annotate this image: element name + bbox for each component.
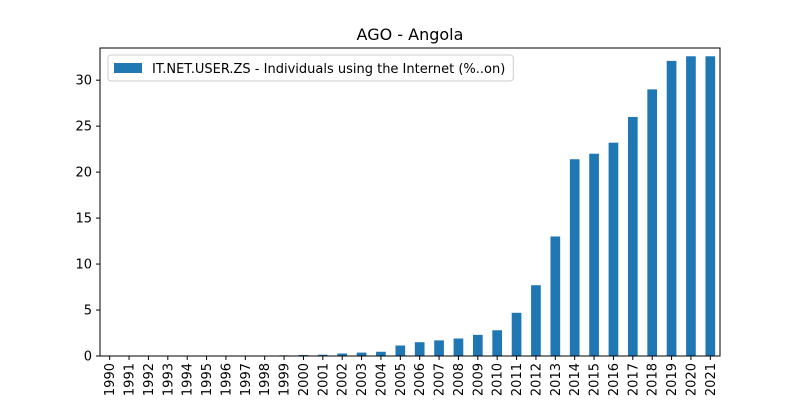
x-tick-label-2000: 2000 bbox=[297, 363, 312, 396]
bar-2008 bbox=[453, 338, 464, 356]
bar-2011 bbox=[511, 312, 522, 356]
x-tick-label-1993: 1993 bbox=[161, 363, 176, 396]
x-tick-label-2005: 2005 bbox=[394, 363, 409, 396]
x-tick-label-2001: 2001 bbox=[316, 363, 331, 396]
bar-2010 bbox=[492, 330, 503, 356]
bar-2018 bbox=[647, 89, 658, 357]
x-tick-label-1991: 1991 bbox=[123, 363, 138, 396]
y-tick-label-20: 20 bbox=[75, 166, 92, 181]
x-tick-label-2019: 2019 bbox=[665, 363, 680, 396]
y-tick-label-30: 30 bbox=[75, 74, 92, 89]
bar-2006 bbox=[414, 342, 425, 356]
x-tick-label-2008: 2008 bbox=[452, 363, 467, 396]
x-tick-label-2004: 2004 bbox=[374, 363, 389, 396]
x-tick-label-2011: 2011 bbox=[510, 363, 525, 396]
x-tick-label-2015: 2015 bbox=[588, 363, 603, 396]
y-tick-label-0: 0 bbox=[84, 350, 92, 365]
x-tick-label-2003: 2003 bbox=[355, 363, 370, 396]
x-tick-label-2012: 2012 bbox=[529, 363, 544, 396]
y-tick-label-15: 15 bbox=[75, 212, 92, 227]
x-tick-label-1990: 1990 bbox=[103, 363, 118, 396]
bar-2020 bbox=[686, 56, 696, 357]
axes-frame bbox=[99, 47, 721, 357]
x-tick-label-1996: 1996 bbox=[219, 363, 234, 396]
legend: IT.NET.USER.ZS - Individuals using the I… bbox=[107, 54, 514, 82]
legend-box bbox=[107, 54, 514, 82]
x-tick-label-2010: 2010 bbox=[491, 363, 506, 396]
bar-2013 bbox=[550, 236, 561, 356]
x-tick-label-1995: 1995 bbox=[200, 363, 215, 396]
bar-2012 bbox=[531, 285, 541, 356]
x-tick-label-2020: 2020 bbox=[684, 363, 699, 396]
x-axis: 1990 1991 1992 1993 1994 1995 1996 1997 1998 1999… bbox=[103, 356, 719, 396]
x-tick-label-2014: 2014 bbox=[568, 363, 583, 396]
x-tick-label-1992: 1992 bbox=[142, 363, 157, 396]
x-tick-label-2017: 2017 bbox=[626, 363, 641, 396]
x-tick-label-2007: 2007 bbox=[433, 363, 448, 396]
y-tick-label-25: 25 bbox=[75, 120, 92, 135]
bar-2001 bbox=[317, 354, 328, 356]
bar-2009 bbox=[472, 334, 483, 356]
bar-2015 bbox=[589, 153, 599, 356]
y-tick-label-10: 10 bbox=[75, 258, 92, 273]
bar-2021 bbox=[705, 56, 716, 357]
x-tick-label-2018: 2018 bbox=[646, 363, 661, 396]
bar-2019 bbox=[666, 60, 677, 357]
bar-2000 bbox=[298, 354, 309, 356]
bar-2003 bbox=[356, 352, 367, 356]
bar-2016 bbox=[608, 142, 619, 356]
x-tick-label-2009: 2009 bbox=[471, 363, 486, 396]
bar-2004 bbox=[376, 351, 386, 356]
x-tick-label-2002: 2002 bbox=[336, 363, 351, 396]
x-tick-label-2006: 2006 bbox=[413, 363, 428, 396]
x-tick-label-1998: 1998 bbox=[258, 363, 273, 396]
legend-swatch bbox=[114, 63, 142, 73]
x-tick-label-2013: 2013 bbox=[549, 363, 564, 396]
x-tick-label-1999: 1999 bbox=[278, 363, 293, 396]
x-tick-label-2021: 2021 bbox=[704, 363, 719, 396]
x-tick-label-1997: 1997 bbox=[239, 363, 254, 396]
bar-2005 bbox=[395, 345, 406, 356]
chart-title: AGO - Angola bbox=[357, 25, 464, 44]
bar-2002 bbox=[337, 353, 348, 356]
bar-2017 bbox=[627, 116, 638, 357]
legend-label: IT.NET.USER.ZS - Individuals using the I… bbox=[152, 62, 505, 77]
bar-2014 bbox=[569, 159, 580, 356]
bars-group bbox=[221, 56, 716, 357]
bar-2007 bbox=[434, 340, 444, 356]
x-tick-label-1994: 1994 bbox=[181, 363, 196, 396]
x-tick-label-2016: 2016 bbox=[607, 363, 622, 396]
y-tick-label-5: 5 bbox=[84, 304, 92, 319]
y-axis: 0 5 10 15 20 25 30 bbox=[75, 74, 100, 365]
